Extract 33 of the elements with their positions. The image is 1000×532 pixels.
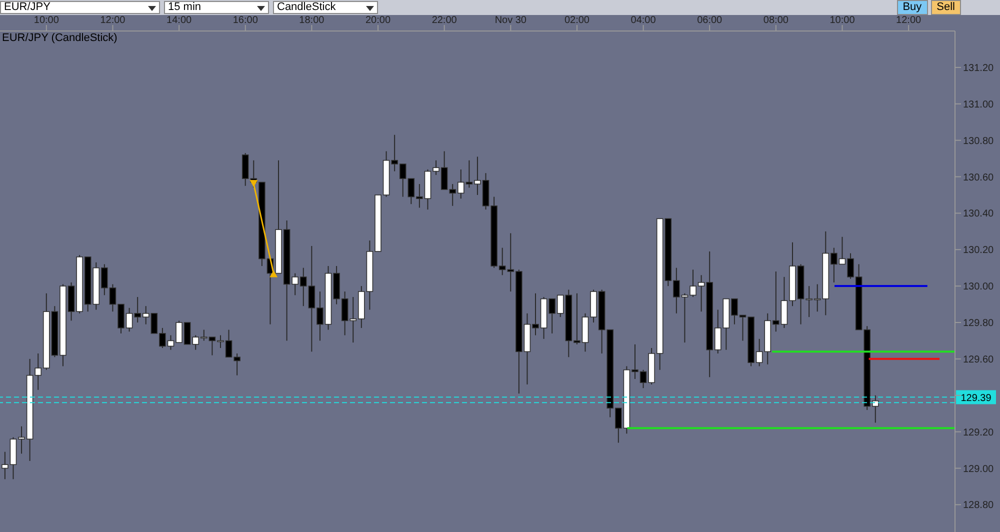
x-tick-label: 10:00	[830, 15, 856, 26]
y-tick-label: 129.60	[963, 354, 994, 366]
y-tick-label: 130.40	[963, 208, 994, 220]
y-tick-label: 131.00	[963, 99, 994, 110]
x-tick-label: 14:00	[166, 15, 192, 26]
text: Buy	[896, 0, 928, 15]
y-tick-label: 130.20	[963, 245, 994, 256]
ref-line-label: 129.39	[960, 393, 992, 404]
y-tick-label: 129.20	[963, 427, 994, 438]
x-tick-label: 08:00	[763, 15, 789, 26]
x-tick-label: Nov 30	[494, 15, 527, 26]
text: Sell	[930, 0, 961, 15]
x-tick-label: 06:00	[697, 15, 723, 26]
y-tick-label: 129.80	[963, 318, 994, 330]
y-tick-label: 130.80	[963, 136, 994, 147]
text: EUR/JPY	[4, 1, 50, 13]
x-tick-label: 12:00	[100, 15, 126, 26]
x-tick-label: 22:00	[432, 15, 458, 26]
x-tick-label: 18:00	[299, 15, 325, 26]
x-tick-label: 16:00	[232, 15, 258, 26]
y-tick-label: 128.80	[963, 500, 994, 512]
text: 15 min	[168, 1, 202, 13]
chart-title: EUR/JPY (CandleStick)	[2, 32, 118, 44]
text: CandleStick	[277, 1, 336, 13]
x-tick-label: 20:00	[366, 15, 391, 26]
x-tick-label: 10:00	[34, 15, 60, 26]
y-tick-label: 129.00	[963, 464, 994, 475]
y-tick-label: 131.20	[963, 62, 994, 74]
x-tick-label: 02:00	[564, 15, 590, 26]
x-tick-label: 12:00	[896, 15, 922, 26]
y-tick-label: 130.00	[963, 282, 994, 293]
x-tick-label: 04:00	[630, 15, 656, 26]
y-tick-label: 130.60	[963, 172, 994, 184]
